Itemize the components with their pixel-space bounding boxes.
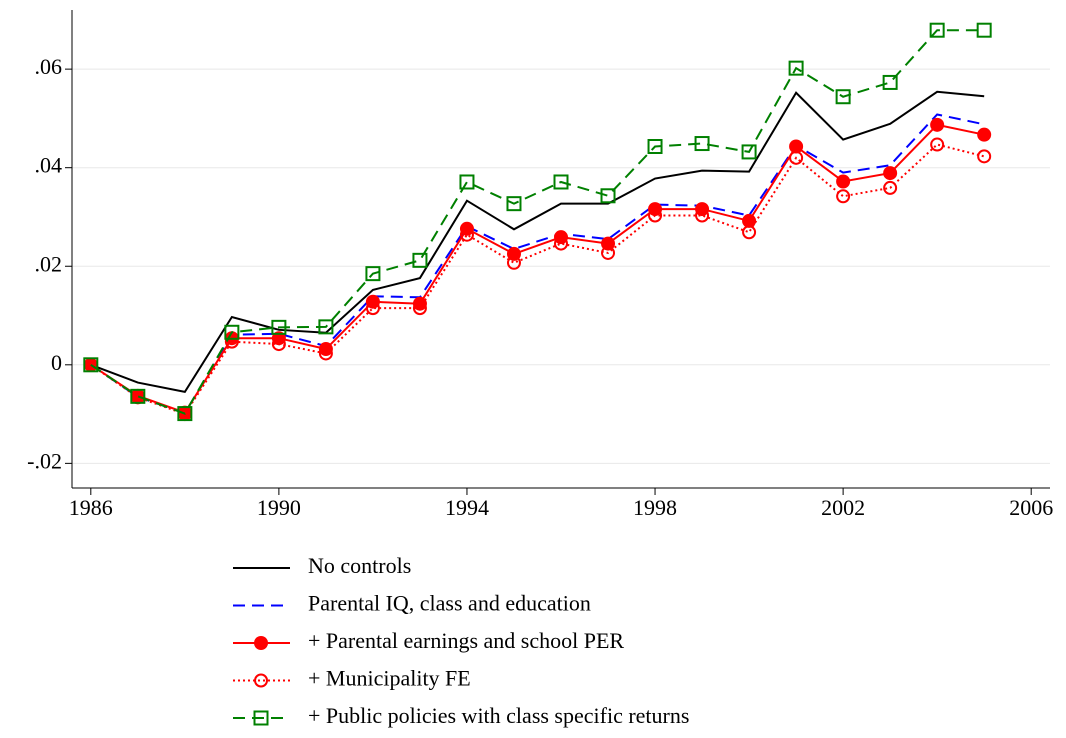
marker bbox=[459, 174, 475, 190]
marker bbox=[789, 150, 804, 165]
marker bbox=[788, 60, 804, 76]
x-tick-label: 1990 bbox=[257, 495, 301, 520]
marker bbox=[835, 89, 851, 105]
x-tick-label: 1994 bbox=[445, 495, 489, 520]
marker bbox=[83, 357, 99, 373]
marker bbox=[318, 346, 333, 361]
marker bbox=[742, 225, 757, 240]
legend-label: + Public policies with class specific re… bbox=[308, 703, 689, 728]
marker bbox=[554, 236, 568, 251]
marker bbox=[883, 166, 898, 181]
series-line bbox=[90, 113, 985, 415]
marker bbox=[836, 189, 851, 204]
marker bbox=[930, 137, 945, 152]
marker bbox=[271, 337, 286, 352]
x-tick-label: 2006 bbox=[1009, 495, 1053, 520]
marker bbox=[976, 22, 992, 38]
x-tick-label: 1998 bbox=[633, 495, 677, 520]
marker bbox=[601, 245, 616, 260]
marker bbox=[506, 196, 522, 212]
series-line bbox=[90, 143, 985, 416]
marker bbox=[318, 319, 334, 335]
marker bbox=[553, 174, 569, 190]
marker bbox=[741, 144, 757, 160]
marker bbox=[695, 208, 710, 223]
x-tick-label: 1986 bbox=[69, 495, 113, 520]
y-tick-label: -.02 bbox=[27, 448, 62, 473]
marker bbox=[647, 139, 663, 155]
marker bbox=[412, 252, 428, 268]
series-line bbox=[90, 90, 985, 394]
legend-label: Parental IQ, class and education bbox=[308, 591, 591, 616]
marker bbox=[412, 296, 427, 311]
legend-marker bbox=[254, 636, 268, 650]
y-tick-label: .04 bbox=[35, 153, 63, 178]
marker bbox=[177, 406, 193, 422]
marker bbox=[883, 180, 898, 195]
legend-label: + Parental earnings and school PER bbox=[308, 628, 624, 653]
legend-marker bbox=[253, 710, 269, 726]
marker bbox=[412, 301, 427, 316]
legend-marker bbox=[254, 673, 268, 688]
marker bbox=[929, 22, 945, 38]
marker bbox=[365, 266, 381, 282]
y-tick-label: .06 bbox=[35, 54, 63, 79]
marker bbox=[224, 334, 239, 349]
marker bbox=[930, 117, 945, 132]
marker bbox=[977, 149, 992, 164]
marker bbox=[506, 255, 521, 270]
marker bbox=[694, 136, 710, 152]
marker bbox=[459, 227, 474, 242]
marker bbox=[365, 301, 380, 316]
y-tick-label: 0 bbox=[51, 350, 62, 375]
marker bbox=[648, 208, 663, 223]
marker bbox=[600, 188, 616, 204]
series-line bbox=[90, 123, 985, 414]
marker bbox=[836, 174, 851, 189]
y-tick-label: .02 bbox=[35, 251, 63, 276]
marker bbox=[224, 324, 240, 340]
legend-label: + Municipality FE bbox=[308, 666, 471, 691]
series-line bbox=[90, 29, 985, 415]
marker bbox=[271, 319, 287, 335]
marker bbox=[130, 388, 146, 404]
x-tick-label: 2002 bbox=[821, 495, 865, 520]
marker bbox=[742, 213, 757, 228]
marker bbox=[882, 74, 898, 90]
marker bbox=[789, 139, 804, 154]
legend-label: No controls bbox=[308, 553, 411, 578]
marker bbox=[977, 127, 992, 142]
marker bbox=[318, 342, 333, 357]
